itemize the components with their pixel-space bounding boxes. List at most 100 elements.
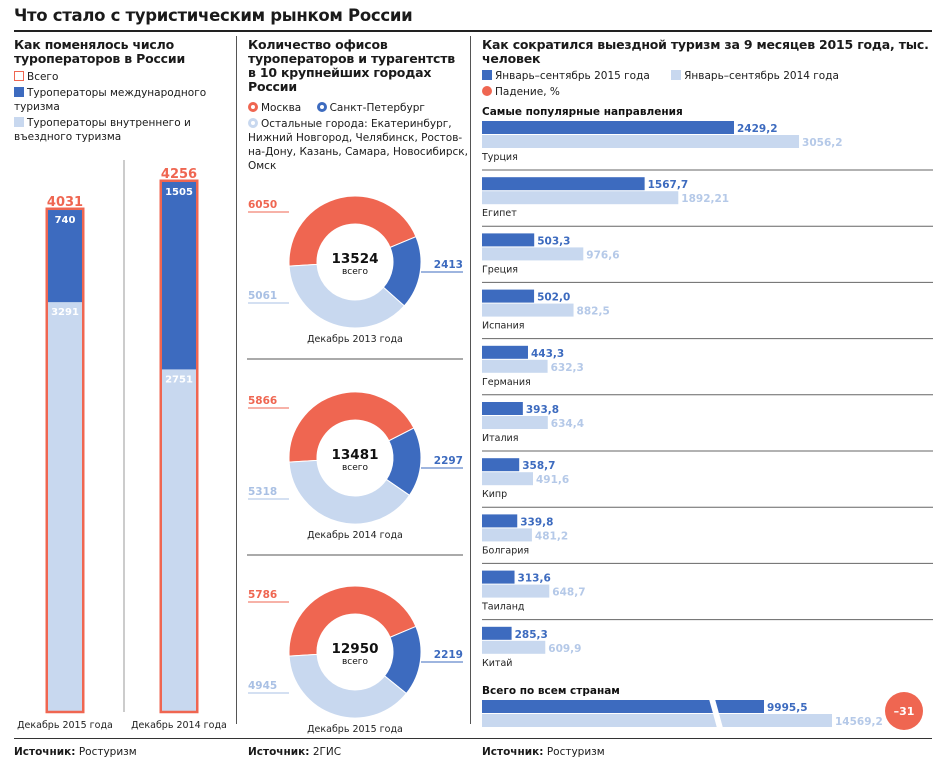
bar-2014 [482,135,800,148]
total-bar-2014 [482,714,832,727]
operators-chart: 4031 740 3291 Декабрь 2015 года 4256 1505 2751… [17,160,227,731]
bar-2015-label: 285,3 [515,629,548,641]
donut-total-word: всего [342,463,369,473]
donut-other-label: 5061 [248,290,277,302]
legend-drop-label: Падение, % [495,86,560,98]
country-label: Китай [482,658,512,669]
donut-slice-moscow [288,585,417,657]
legend-domestic-label: Туроператоры внутреннего и въездного тур… [14,117,191,143]
bottom-divider [14,738,932,739]
legend-2015-label: Январь–сентябрь 2015 года [495,70,650,82]
total-drop-circle [885,692,923,730]
drop-label: –27 [894,471,915,484]
bar-2015 [482,177,645,191]
bar-2015 [482,514,518,528]
legend-moscow-label: Москва [261,102,302,114]
bar-2014-label: 609,9 [548,643,581,655]
tourism-source-label: Источник: [482,746,544,758]
donut-spb-label: 2297 [434,455,463,467]
tourism-chart: Самые популярные направления 2429,2 3056,2… [481,106,933,730]
bar-total-outline [45,207,85,714]
bar-2014-label: 3056,2 [802,137,843,149]
bar-2014-label: 648,7 [552,587,585,599]
operators-title: Как поменялось число туроператоров в Рос… [14,37,186,66]
category-label: Декабрь 2015 года [17,720,113,731]
donut-total-word: всего [342,657,369,667]
donut-slice-other [288,263,406,329]
bar-2015-label: 443,3 [531,348,564,360]
offices-source: Источник: 2ГИС [248,746,341,758]
drop-label: –21 [894,134,915,147]
total-drop-label: –31 [894,705,915,718]
bar-2014 [482,247,584,261]
bar-international [48,210,82,303]
drop-label: –52 [894,584,915,597]
donut-total-word: всего [342,267,369,277]
drop-label: –43 [894,303,915,316]
bar-domestic [162,369,196,712]
legend-other: Остальные города: Екатеринбург, Нижний Н… [248,117,468,173]
country-label: Таиланд [481,602,525,613]
column-divider-2 [470,36,471,724]
tourism-source: Источник: Ростуризм [482,746,605,758]
legend-international: Туроператоры международного туризма [14,86,234,114]
donut-other-label: 4945 [248,680,277,692]
bar-total-label: 4256 [161,167,197,182]
bar-2015 [482,121,734,134]
donut-total: 13524 [332,251,379,267]
offices-title: Количество офисов туроператоров и тураге… [248,37,455,94]
legend-international-label: Туроператоры международного туризма [14,87,207,113]
bar-2015-label: 313,6 [518,573,551,585]
bar-2014 [482,472,533,486]
donut-spb-label: 2219 [434,649,463,661]
operators-source: Источник: Ростуризм [14,746,137,758]
tourism-source-value: Ростуризм [546,746,605,758]
donut-total: 13481 [332,447,379,463]
bar-2014 [482,359,548,373]
bar-2015 [482,402,523,415]
bar-2015-label: 358,7 [522,460,555,472]
bar-2014-label: 1892,21 [681,193,729,205]
bar-2015-label: 1567,7 [648,179,689,191]
bar-2015 [482,458,520,472]
legend-domestic: Туроператоры внутреннего и въездного тур… [14,116,234,144]
total-2015-label: 9995,5 [767,702,808,714]
donut-slice-other [288,459,411,525]
bar-2015 [482,233,535,247]
bar-international-label: 1505 [165,187,193,198]
page-title: Что стало с туристическим рынком России [14,6,413,25]
donut-period-label: Декабрь 2015 года [307,724,403,735]
bar-total-label: 4031 [47,195,83,210]
country-label: Болгария [482,545,529,556]
bar-2014 [482,416,548,429]
tourism-title: Как сократился выездной туризм за 9 меся… [482,37,929,66]
bar-international [162,182,196,370]
offices-legend: Москва Санкт-Петербург Остальные города:… [248,101,468,173]
donut-slice-other [288,653,408,719]
legend-other-label: Остальные города: Екатеринбург, Нижний Н… [248,118,468,172]
bar-2014 [482,640,546,654]
popular-heading: Самые популярные направления [482,106,683,118]
offices-source-label: Источник: [248,746,310,758]
bar-domestic-label: 2751 [165,374,193,385]
bar-domestic [48,302,82,712]
bar-2015 [482,345,528,359]
bar-2014 [482,584,550,598]
country-label: Турция [481,152,518,163]
drop-label: –29 [894,527,915,540]
legend-total: Всего [14,70,234,84]
country-label: Италия [482,433,518,444]
legend-spb-label: Санкт-Петербург [329,102,425,114]
operators-source-label: Источник: [14,746,76,758]
total-2014-label: 14569,2 [835,716,883,728]
bar-2014-label: 882,5 [577,306,610,318]
country-label: Испания [482,321,524,332]
bar-2014 [482,528,532,542]
category-label: Декабрь 2014 года [131,720,227,731]
donut-period-label: Декабрь 2013 года [307,334,403,345]
bar-2014-label: 491,6 [536,474,569,486]
bar-2014-label: 632,3 [551,362,584,374]
tourism-legend: Январь–сентябрь 2015 года Январь–сентябр… [482,69,932,99]
bar-2015-label: 503,3 [537,235,570,247]
